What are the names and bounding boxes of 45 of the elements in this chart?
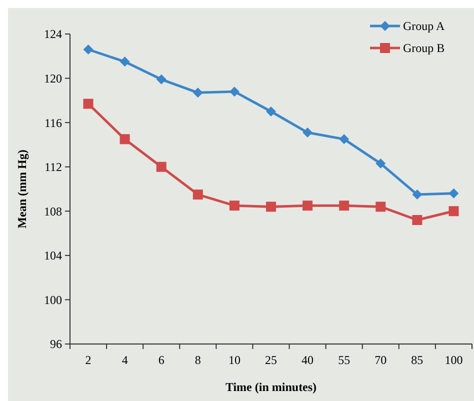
point [229,86,240,97]
y-tick-label: 104 [44,248,62,263]
point [412,190,422,200]
x-tick-label: 55 [338,353,350,367]
point [448,206,459,216]
point [376,202,386,212]
y-tick-label: 116 [44,116,62,130]
y-axis-title: Mean (mm Hg) [15,150,29,228]
point [156,162,166,172]
x-tick-label: 2 [85,353,92,367]
point [302,128,313,138]
x-axis-title: Time (in minutes) [225,380,317,394]
y-tick-label: 112 [44,160,62,174]
point [376,158,386,169]
x-tick-label: 85 [411,353,424,367]
point [120,134,130,144]
legend-label: Group A [403,19,445,34]
x-tick-label: 25 [265,353,277,367]
point [448,188,459,198]
y-tick-label: 108 [44,204,62,218]
point [302,200,313,211]
point [156,74,166,84]
x-tick-label: 70 [374,353,387,367]
x-tick-label: 10 [228,353,240,367]
x-tick-label: 8 [194,353,201,367]
y-tick-label: 124 [44,27,62,42]
y-tick-label: 120 [44,71,62,86]
point [192,190,203,200]
point [83,98,94,109]
legend-label: Group B [403,41,445,56]
point [266,106,276,116]
x-tick-label: 100 [444,353,463,367]
y-tick-label: 96 [50,337,62,352]
point [83,44,94,54]
point [339,134,350,144]
y-tick-label: 100 [44,292,62,307]
point [266,202,276,212]
point [192,88,203,98]
point [412,215,422,225]
x-tick-label: 6 [158,353,164,367]
x-tick-label: 4 [122,353,128,367]
point [339,200,350,211]
x-tick-label: 40 [302,353,314,367]
point [120,56,130,67]
point [229,200,240,211]
